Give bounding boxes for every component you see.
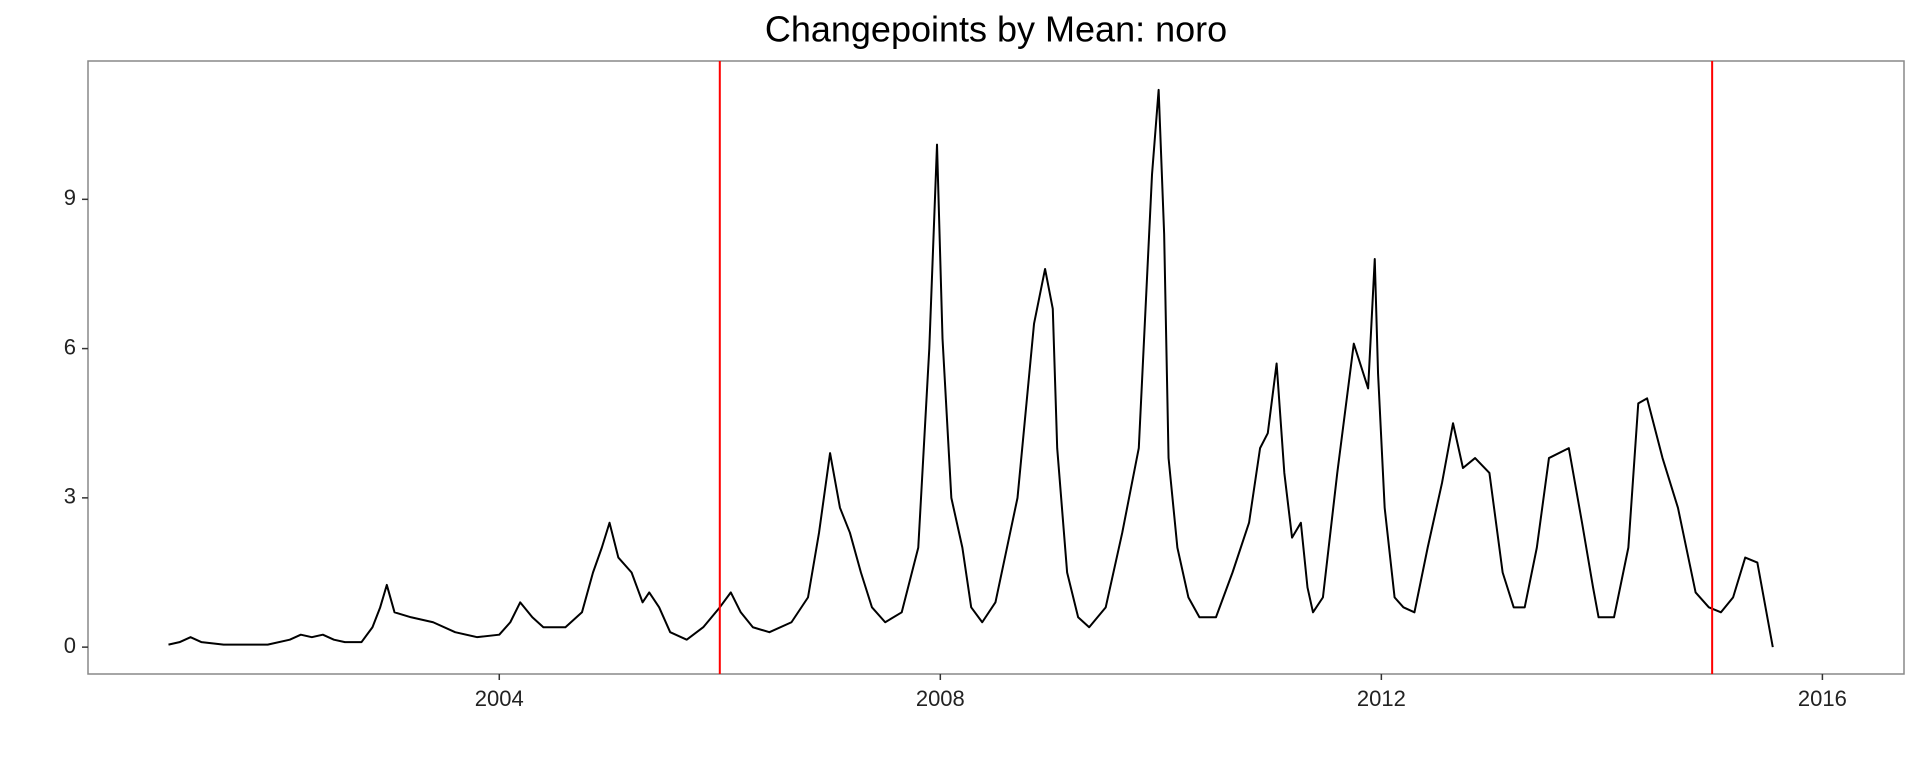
y-tick-label: 6 [64,334,76,359]
y-tick-label: 9 [64,185,76,210]
plot-frame [87,60,1905,675]
x-tick-label: 2012 [1357,686,1406,711]
series-line [168,88,1774,648]
x-tick-label: 2004 [475,686,524,711]
x-tick-label: 2008 [916,686,965,711]
chart-title: Changepoints by Mean: noro [765,9,1227,50]
x-tick-label: 2016 [1798,686,1847,711]
y-tick-label: 0 [64,633,76,658]
y-tick-label: 3 [64,484,76,509]
